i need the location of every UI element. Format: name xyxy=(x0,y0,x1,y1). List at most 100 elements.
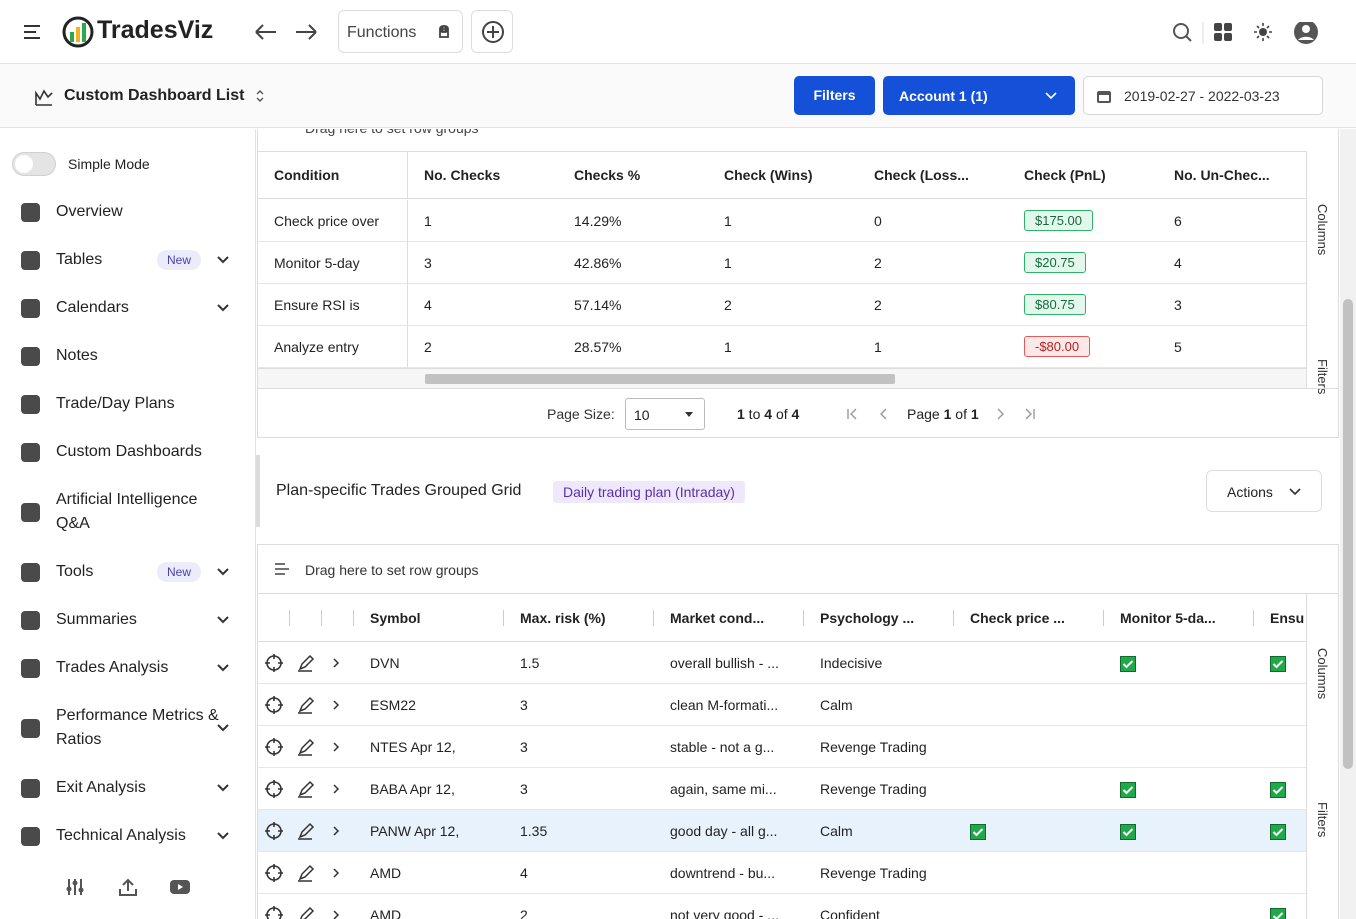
grid-cell: not very good - ... xyxy=(670,907,779,919)
column-header: Check (Wins) xyxy=(724,167,813,183)
nav-item[interactable]: Tools New xyxy=(0,542,255,602)
group-icon xyxy=(275,563,289,575)
menu-icon[interactable] xyxy=(22,22,42,42)
column-header: Condition xyxy=(258,151,408,199)
grid-cell: 1 xyxy=(408,200,558,242)
nav-item[interactable]: Artificial Intelligence Q&A xyxy=(0,482,255,542)
page-scrollbar[interactable] xyxy=(1340,129,1356,919)
expand-chevron xyxy=(217,304,229,312)
logo xyxy=(62,16,94,48)
grid-row[interactable] xyxy=(258,852,1306,894)
checkbox-checked[interactable] xyxy=(1270,908,1286,919)
nav-label: Performance Metrics & Ratios xyxy=(56,707,219,748)
nav-label: Trade/Day Plans xyxy=(56,395,175,412)
pager-buttons[interactable] xyxy=(996,407,1044,421)
chart-icon xyxy=(35,89,53,106)
page-size-select[interactable]: 10 xyxy=(625,398,705,430)
nav-label: Technical Analysis xyxy=(56,827,186,844)
header-sep xyxy=(653,610,654,626)
filters-button[interactable]: Filters xyxy=(794,76,875,115)
nav-label: Exit Analysis xyxy=(56,779,146,796)
nav-item[interactable]: Notes xyxy=(0,326,255,386)
grid-cell: 2 xyxy=(408,326,558,368)
row-actions[interactable] xyxy=(264,737,348,757)
grid-cell: 42.86% xyxy=(558,242,708,284)
nav-item[interactable]: Technical Analysis xyxy=(0,806,255,866)
h-scrollbar[interactable] xyxy=(258,368,1306,388)
row-actions[interactable] xyxy=(264,821,348,841)
top-icons[interactable] xyxy=(1172,22,1322,44)
page-part: Page xyxy=(907,406,944,422)
nav-item[interactable]: Tables New xyxy=(0,230,255,290)
functions-button[interactable]: Functions xyxy=(338,10,463,53)
date-range[interactable]: 2019-02-27 - 2022-03-23 xyxy=(1083,76,1323,115)
checkbox-checked[interactable] xyxy=(1270,782,1286,798)
grid-row[interactable] xyxy=(258,894,1306,919)
pager-buttons[interactable] xyxy=(846,407,894,421)
toggle[interactable] xyxy=(12,152,56,176)
column-header: Max. risk (%) xyxy=(520,609,606,626)
row-actions[interactable] xyxy=(264,653,348,673)
grid-row[interactable] xyxy=(258,726,1306,768)
grid-cell: Monitor 5-day xyxy=(258,242,408,284)
expand-chevron xyxy=(217,568,229,576)
row-actions[interactable] xyxy=(264,695,348,715)
nav-item[interactable]: Overview xyxy=(0,182,255,242)
account-select[interactable]: Account 1 (1) xyxy=(883,76,1075,115)
checkbox-checked[interactable] xyxy=(970,824,986,840)
sidebar-footer-icons[interactable] xyxy=(66,877,196,897)
nav-label: Artificial Intelligence Q&A xyxy=(56,491,198,532)
checkbox-checked[interactable] xyxy=(1120,782,1136,798)
checkbox-checked[interactable] xyxy=(1120,824,1136,840)
page-part: 1 xyxy=(943,406,952,422)
grid-trades: Drag here to set row groups Symbol Max. ri… xyxy=(257,544,1339,919)
actions-button[interactable]: Actions xyxy=(1206,470,1322,512)
page-size-label: Page Size: xyxy=(547,406,615,422)
side-tab[interactable]: Filters xyxy=(1315,359,1330,395)
nav-item[interactable]: Custom Dashboards xyxy=(0,422,255,482)
pnl-badge: $20.75 xyxy=(1024,252,1086,273)
checkbox-checked[interactable] xyxy=(1270,656,1286,672)
add-button[interactable] xyxy=(471,10,513,53)
nav-item[interactable]: Exit Analysis xyxy=(0,758,255,818)
row-actions[interactable] xyxy=(264,779,348,799)
header-sep xyxy=(1103,610,1104,626)
nav-item[interactable]: Summaries xyxy=(0,590,255,650)
checkbox-checked[interactable] xyxy=(1120,656,1136,672)
grid-cell: $80.75 xyxy=(1008,284,1158,326)
row-range: 1 to 4 of 4 xyxy=(737,406,799,422)
nav-item[interactable]: Performance Metrics & Ratios xyxy=(0,698,255,758)
side-tab[interactable]: Columns xyxy=(1315,648,1330,700)
header-sep xyxy=(803,610,804,626)
column-header: Checks % xyxy=(574,167,641,183)
grid-cell: clean M-formati... xyxy=(670,697,779,713)
grid-row[interactable] xyxy=(258,684,1306,726)
checkbox-checked[interactable] xyxy=(1270,824,1286,840)
grid-cell: BABA Apr 12, xyxy=(370,781,455,797)
grid-cell: 3 xyxy=(1158,284,1308,326)
side-tab[interactable]: Filters xyxy=(1315,802,1330,838)
grid-cell: PANW Apr 12, xyxy=(370,823,460,839)
dashboard-list[interactable]: Custom Dashboard List xyxy=(64,87,245,104)
row-actions[interactable] xyxy=(264,905,348,919)
grid-cell: overall bullish - ... xyxy=(670,655,779,671)
page-part: 1 xyxy=(970,406,979,422)
side-tab[interactable]: Columns xyxy=(1315,204,1330,256)
topbar: TradesViz Functions xyxy=(0,0,1356,64)
grid-cell: downtrend - bu... xyxy=(670,865,776,881)
header-sep xyxy=(953,610,954,626)
grid-cell: DVN xyxy=(370,655,400,671)
new-badge: New xyxy=(157,250,202,270)
nav-item[interactable]: Trade/Day Plans xyxy=(0,374,255,434)
grid-cell: 1 xyxy=(858,326,1008,368)
expand-chevron xyxy=(217,664,229,672)
nav-item[interactable]: Trades Analysis xyxy=(0,638,255,698)
nav-item[interactable]: Calendars xyxy=(0,278,255,338)
nav-icon xyxy=(21,503,40,522)
grid-cell: 6 xyxy=(1158,200,1308,242)
functions-label: Functions xyxy=(347,24,417,41)
nav-arrows[interactable] xyxy=(252,20,322,44)
grid-cell: 4 xyxy=(520,865,528,881)
pagination: Page Size: 10 1 to 4 of 4 Page 1 of 1 xyxy=(258,388,1338,437)
row-actions[interactable] xyxy=(264,863,348,883)
